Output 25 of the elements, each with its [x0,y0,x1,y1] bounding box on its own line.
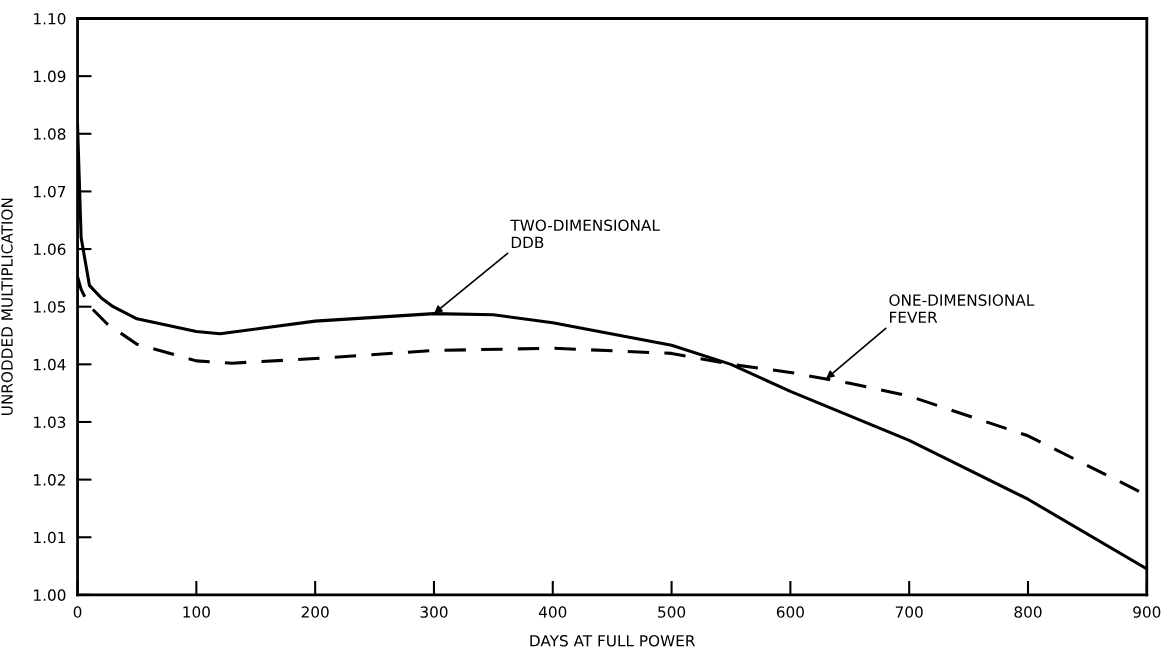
y-tick-label: 1.04 [34,358,66,371]
x-tick-label: 0 [73,606,82,618]
y-tick-label: 1.03 [34,416,66,428]
y-tick-label: 1.10 [34,12,66,25]
x-tick-label: 200 [301,606,329,618]
annotation: ONE-DIMENSIONAL FEVER [889,294,1035,323]
x-tick-label: 300 [420,606,448,618]
y-tick-label: 1.05 [34,301,66,313]
x-tick-label: 500 [658,606,686,618]
annotation: TWO-DIMENSIONAL DDB [510,219,660,248]
x-tick-label: 900 [1133,606,1161,618]
y-tick-label: 1.09 [34,70,66,83]
y-tick-label: 1.00 [34,589,66,601]
x-tick-label: 800 [1014,606,1042,618]
x-axis-title: DAYS AT FULL POWER [530,634,696,647]
y-axis-title: UNRODDED MULTIPLICATION [1,198,13,415]
y-tick-label: 1.02 [34,474,65,486]
x-tick-label: 700 [895,606,923,618]
x-tick-label: 400 [538,606,567,618]
y-tick-label: 1.07 [34,185,66,198]
y-tick-label: 1.01 [34,531,66,544]
x-tick-label: 600 [776,606,804,618]
y-tick-label: 1.08 [34,128,66,140]
y-tick-label: 1.06 [34,243,66,256]
x-tick-label: 100 [183,606,210,618]
